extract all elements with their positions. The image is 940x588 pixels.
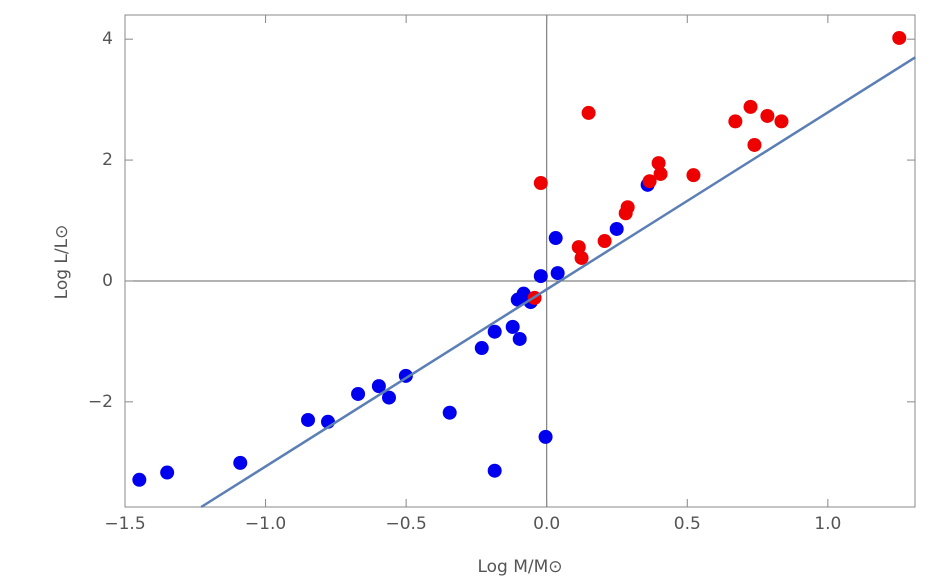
data-point [597, 234, 612, 249]
x-tick-label: 0.0 [533, 514, 560, 534]
y-axis-label: Log L/L⊙ [52, 225, 72, 300]
data-point [381, 390, 396, 405]
data-point [747, 137, 762, 152]
data-point [571, 240, 586, 255]
x-tick-label: 0.5 [674, 514, 701, 534]
data-point [351, 386, 366, 401]
data-point [505, 319, 520, 334]
plot-frame [124, 14, 916, 508]
fit-line [200, 56, 916, 509]
data-point [653, 166, 668, 181]
data-point [774, 114, 789, 129]
x-tick-label: −1.0 [245, 514, 286, 534]
data-point [743, 99, 758, 114]
y-tick-label: 0 [102, 271, 113, 291]
data-point [609, 221, 624, 236]
data-point [512, 331, 527, 346]
y-tick-label: 4 [102, 29, 113, 49]
data-point [301, 412, 316, 427]
data-point [371, 379, 386, 394]
data-point [160, 465, 175, 480]
x-tick-label: 1.0 [814, 514, 841, 534]
data-point [487, 463, 502, 478]
data-point [533, 269, 548, 284]
data-point [651, 156, 666, 171]
x-tick-label: −1.5 [104, 514, 145, 534]
data-point [442, 405, 457, 420]
data-point [533, 176, 548, 191]
data-point [538, 429, 553, 444]
x-tick-label: −0.5 [385, 514, 426, 534]
data-point [132, 472, 147, 487]
data-point [620, 200, 635, 215]
data-point [686, 168, 701, 183]
data-point [642, 174, 657, 189]
data-point [760, 108, 775, 123]
data-point [892, 30, 907, 45]
data-point [581, 105, 596, 120]
data-point [574, 250, 589, 265]
data-point [487, 324, 502, 339]
data-point [474, 341, 489, 356]
x-axis-label: Log M/M⊙ [477, 557, 562, 577]
data-point [550, 266, 565, 281]
y-tick-label: −2 [88, 392, 113, 412]
data-point [233, 455, 248, 470]
y-tick-label: 2 [102, 150, 113, 170]
data-point [548, 231, 563, 246]
data-point [728, 114, 743, 129]
